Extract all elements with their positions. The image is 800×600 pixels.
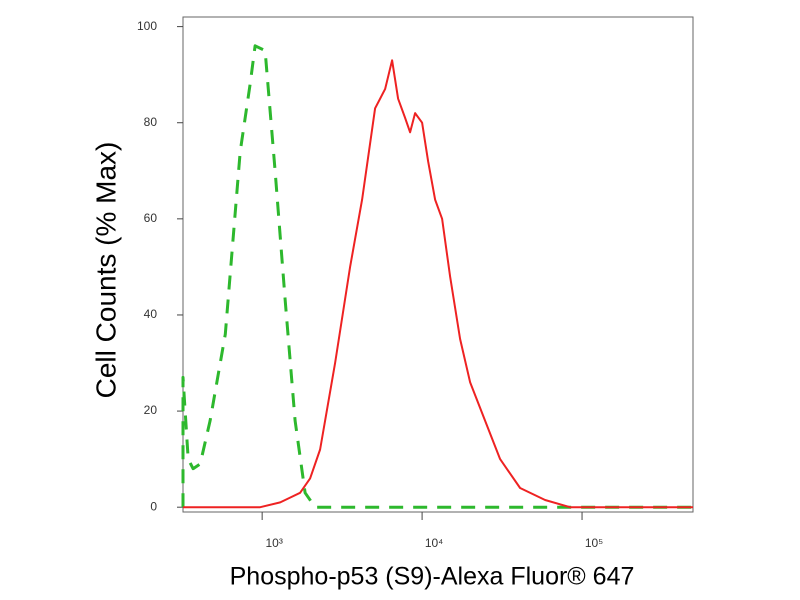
- histogram-line: [181, 44, 693, 509]
- y-tick-label: 80: [144, 115, 158, 129]
- y-tick-label: 40: [144, 307, 158, 321]
- histogram-line: [183, 59, 693, 509]
- y-tick-label: 0: [150, 499, 157, 513]
- x-tick-label: 10³: [265, 536, 282, 550]
- x-axis-label: Phospho-p53 (S9)-Alexa Fluor® 647: [230, 563, 635, 591]
- y-tick-label: 60: [144, 211, 158, 225]
- x-tick-label: 10⁴: [425, 536, 444, 550]
- y-tick-label: 100: [137, 19, 157, 33]
- x-tick-label: 10⁵: [585, 536, 603, 550]
- plot-frame: [182, 16, 694, 513]
- y-tick-label: 20: [144, 403, 158, 417]
- y-axis-label: Cell Counts (% Max): [90, 142, 121, 399]
